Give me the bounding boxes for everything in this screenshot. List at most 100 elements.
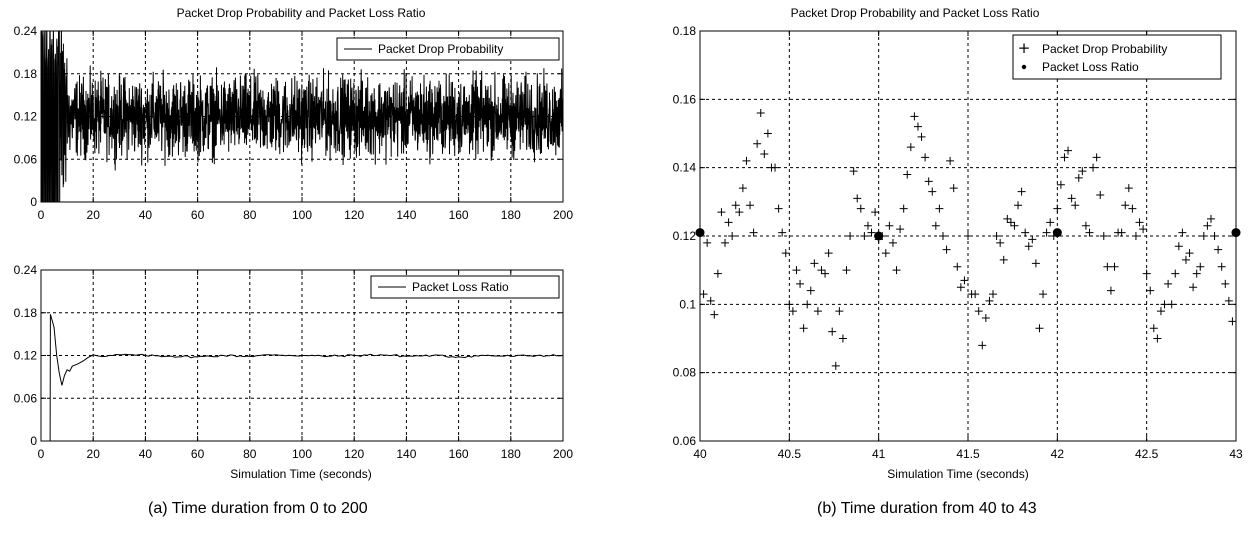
x-tick-label: 200 bbox=[553, 208, 573, 222]
drop-probability-point bbox=[717, 208, 726, 217]
drop-probability-point bbox=[1121, 201, 1130, 210]
drop-probability-point bbox=[1224, 296, 1233, 305]
x-tick-label: 40 bbox=[139, 208, 153, 222]
drop-probability-point bbox=[731, 201, 740, 210]
drop-probability-point bbox=[1021, 228, 1030, 237]
legend-label: Packet Drop Probability bbox=[1042, 42, 1167, 56]
drop-probability-point bbox=[838, 334, 847, 343]
drop-probability-point bbox=[996, 238, 1005, 247]
drop-probability-point bbox=[824, 249, 833, 258]
drop-probability-point bbox=[1228, 317, 1237, 326]
series-loss-ratio bbox=[41, 314, 564, 442]
drop-probability-point bbox=[778, 228, 787, 237]
drop-probability-point bbox=[960, 276, 969, 285]
drop-probability-point bbox=[1003, 214, 1012, 223]
loss-ratio-point bbox=[1052, 228, 1062, 238]
drop-probability-point bbox=[699, 290, 708, 299]
drop-probability-point bbox=[906, 143, 915, 152]
y-tick-label: 0 bbox=[30, 195, 37, 209]
x-tick-label: 40 bbox=[139, 447, 153, 461]
drop-probability-point bbox=[710, 310, 719, 319]
drop-probability-point bbox=[946, 156, 955, 165]
drop-probability-point bbox=[806, 286, 815, 295]
y-tick-label: 0.12 bbox=[14, 110, 38, 124]
drop-probability-point bbox=[881, 249, 890, 258]
drop-probability-point bbox=[856, 204, 865, 213]
drop-probability-point bbox=[849, 167, 858, 176]
axis-ticks: 0 20 40 60 80 100 120 140 160 180 200 0 0.06 0.12 0.18… bbox=[14, 263, 574, 461]
drop-probability-point bbox=[974, 307, 983, 316]
drop-probability-point bbox=[788, 307, 797, 316]
axis-ticks: 40 40.5 41 41.5 42 42.5 43 0.06 0.08 0.1 0.12 0.14 0… bbox=[673, 24, 1243, 461]
y-tick-label: 0.24 bbox=[14, 24, 38, 38]
legend-box bbox=[370, 275, 560, 299]
drop-probability-point bbox=[1103, 262, 1112, 271]
legend: + Packet Drop Probability Packet Loss Ra… bbox=[1012, 34, 1222, 80]
drop-probability-point bbox=[985, 296, 994, 305]
x-tick-label: 20 bbox=[87, 447, 101, 461]
drop-probability-point bbox=[735, 208, 744, 217]
drop-probability-point bbox=[796, 279, 805, 288]
drop-probability-point bbox=[1110, 262, 1119, 271]
drop-probability-point bbox=[892, 266, 901, 275]
x-tick-label: 100 bbox=[292, 447, 312, 461]
drop-probability-point bbox=[971, 290, 980, 299]
y-tick-label: 0.18 bbox=[14, 67, 38, 81]
drop-probability-point bbox=[1056, 180, 1065, 189]
drop-probability-point bbox=[738, 184, 747, 193]
drop-probability-point bbox=[935, 204, 944, 213]
drop-probability-point bbox=[724, 218, 733, 227]
series-drop-probability bbox=[41, 31, 563, 202]
drop-probability-point bbox=[1035, 324, 1044, 333]
legend-label: Packet Loss Ratio bbox=[412, 280, 509, 294]
x-tick-label: 160 bbox=[449, 447, 469, 461]
drop-probability-point bbox=[799, 324, 808, 333]
x-axis-label: Simulation Time (seconds) bbox=[230, 467, 371, 481]
drop-probability-point bbox=[863, 221, 872, 230]
drop-probability-point bbox=[817, 266, 826, 275]
x-axis-label: Simulation Time (seconds) bbox=[887, 467, 1028, 481]
drop-probability-point bbox=[831, 361, 840, 370]
drop-probability-point bbox=[1149, 324, 1158, 333]
drop-probability-point bbox=[1171, 269, 1180, 278]
drop-probability-point bbox=[774, 204, 783, 213]
legend-dot-marker bbox=[1021, 64, 1027, 70]
drop-probability-point bbox=[853, 194, 862, 203]
x-tick-label: 0 bbox=[38, 447, 45, 461]
series-line bbox=[41, 31, 563, 202]
drop-probability-point bbox=[1081, 221, 1090, 230]
drop-probability-point bbox=[842, 266, 851, 275]
drop-probability-point bbox=[785, 300, 794, 309]
drop-probability-point bbox=[1053, 204, 1062, 213]
drop-probability-point bbox=[753, 139, 762, 148]
drop-probability-point bbox=[860, 232, 869, 240]
y-tick-label: 0.14 bbox=[673, 161, 697, 175]
drop-probability-point bbox=[1078, 167, 1087, 176]
drop-probability-point bbox=[792, 266, 801, 275]
plot-area bbox=[695, 109, 1241, 370]
drop-probability-point bbox=[835, 307, 844, 316]
drop-probability-point bbox=[989, 290, 998, 299]
x-tick-label: 40.5 bbox=[778, 447, 802, 461]
x-tick-label: 120 bbox=[344, 447, 364, 461]
drop-probability-point bbox=[1024, 242, 1033, 251]
drop-probability-point bbox=[721, 238, 730, 247]
drop-probability-point bbox=[1092, 153, 1101, 162]
drop-probability-point bbox=[871, 208, 880, 217]
y-tick-label: 0.06 bbox=[14, 391, 38, 405]
x-tick-label: 40 bbox=[693, 447, 707, 461]
x-tick-label: 60 bbox=[191, 447, 205, 461]
drop-probability-point bbox=[763, 129, 772, 138]
drop-probability-point bbox=[1178, 228, 1187, 237]
drop-probability-point bbox=[899, 204, 908, 213]
axis-ticks: 0 20 40 60 80 100 120 140 160 180 200 0 0.06 0.12 0.18… bbox=[14, 24, 574, 222]
chart-title: Packet Drop Probability and Packet Loss … bbox=[791, 6, 1040, 20]
drop-probability-point bbox=[1010, 221, 1019, 230]
drop-probability-point bbox=[896, 225, 905, 234]
x-tick-label: 42 bbox=[1051, 447, 1065, 461]
x-tick-label: 180 bbox=[501, 208, 521, 222]
drop-probability-point bbox=[949, 184, 958, 193]
drop-probability-point bbox=[1221, 279, 1230, 288]
drop-probability-point bbox=[1174, 242, 1183, 251]
drop-probability-point bbox=[821, 269, 830, 278]
